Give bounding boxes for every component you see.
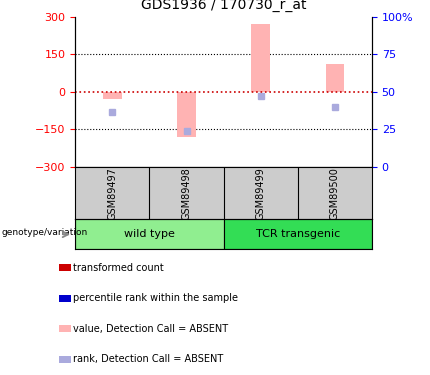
Text: wild type: wild type	[124, 230, 175, 239]
Text: TCR transgenic: TCR transgenic	[256, 230, 340, 239]
Text: GSM89497: GSM89497	[108, 166, 117, 220]
Text: value, Detection Call = ABSENT: value, Detection Call = ABSENT	[74, 324, 228, 334]
Bar	[177, 92, 196, 137]
Bar	[59, 295, 71, 302]
Text: GSM89500: GSM89500	[330, 166, 340, 220]
Bar	[59, 325, 71, 332]
Bar	[59, 264, 71, 272]
Bar	[59, 356, 71, 363]
Bar	[326, 64, 344, 92]
Bar	[224, 219, 372, 249]
Title: GDS1936 / 170730_r_at: GDS1936 / 170730_r_at	[141, 0, 306, 12]
Text: rank, Detection Call = ABSENT: rank, Detection Call = ABSENT	[74, 354, 224, 364]
Text: percentile rank within the sample: percentile rank within the sample	[74, 293, 238, 303]
Text: GSM89498: GSM89498	[181, 167, 191, 219]
Text: GSM89499: GSM89499	[256, 167, 266, 219]
Bar	[252, 24, 270, 92]
Text: transformed count: transformed count	[74, 263, 164, 273]
Bar	[75, 219, 224, 249]
Bar	[103, 92, 122, 99]
Text: genotype/variation: genotype/variation	[2, 228, 88, 237]
